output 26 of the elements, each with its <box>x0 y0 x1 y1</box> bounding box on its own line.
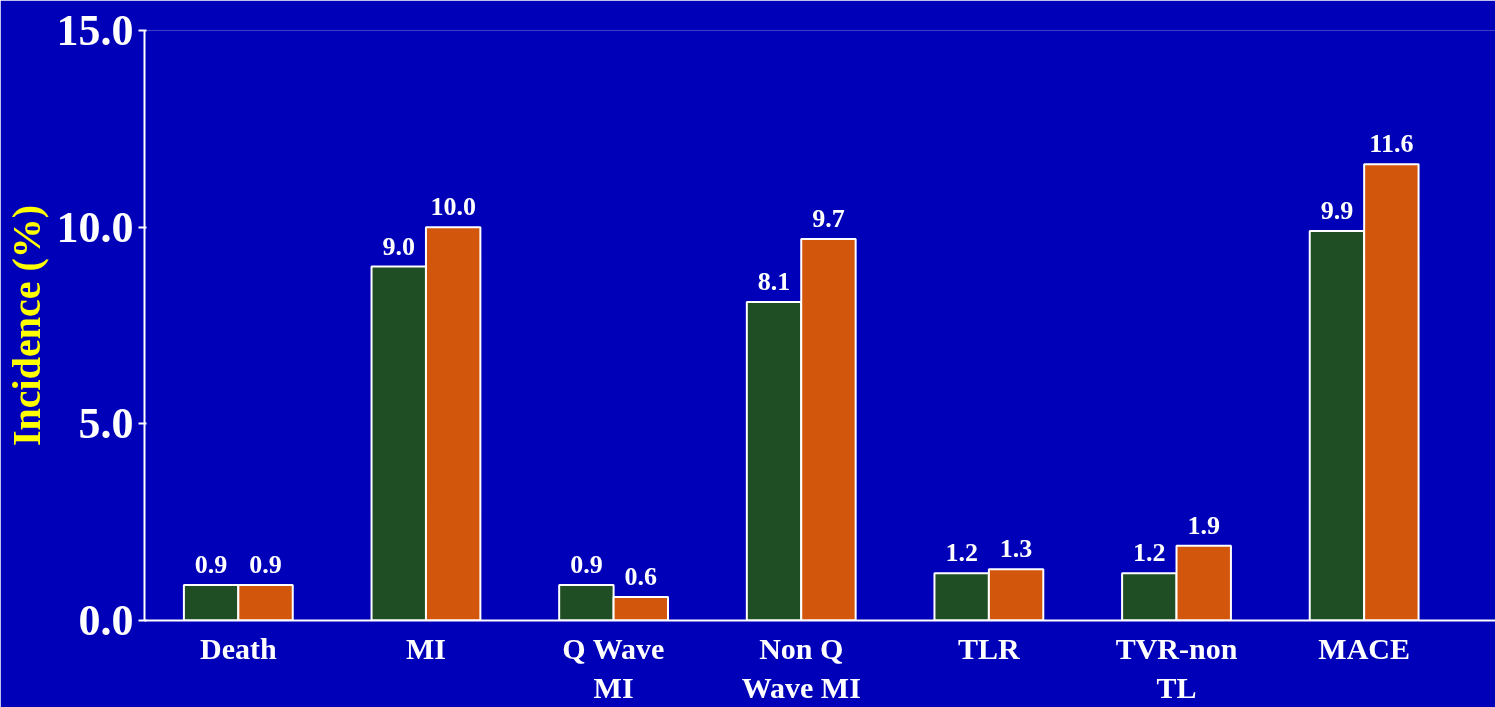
data-label: 0.9 <box>249 550 282 580</box>
x-tick-label: TLR <box>958 631 1021 665</box>
y-tick-label: 10.0 <box>56 202 134 252</box>
data-label: 11.6 <box>1369 129 1414 159</box>
y-tick-label: 0.0 <box>78 596 134 645</box>
data-label: 8.1 <box>757 266 791 296</box>
data-label: 9.7 <box>812 203 845 233</box>
data-label: 9.9 <box>1320 196 1354 226</box>
x-tick-label: MI <box>405 631 446 665</box>
y-tick-label: 15.0 <box>56 6 134 55</box>
x-tick-label: TVR-non TL <box>1115 631 1238 705</box>
data-label: 1.3 <box>999 534 1033 564</box>
x-tick-label: Death <box>199 631 277 665</box>
data-label: 0.9 <box>570 550 603 580</box>
data-label: 0.9 <box>194 550 228 580</box>
y-tick-label: 5.0 <box>78 399 134 449</box>
data-label: 1.2 <box>1133 538 1166 568</box>
data-label: 9.0 <box>382 231 415 261</box>
data-label: 0.6 <box>624 561 658 591</box>
y-axis-title: Incidence (%) <box>3 204 49 447</box>
x-tick-label: Non Q Wave MI <box>741 631 861 705</box>
data-label: 1.9 <box>1187 510 1220 540</box>
x-tick-label: Q Wave MI <box>562 631 665 705</box>
data-label: 10.0 <box>430 192 476 222</box>
data-label: 1.2 <box>945 538 978 568</box>
x-tick-label: MACE <box>1318 631 1410 665</box>
